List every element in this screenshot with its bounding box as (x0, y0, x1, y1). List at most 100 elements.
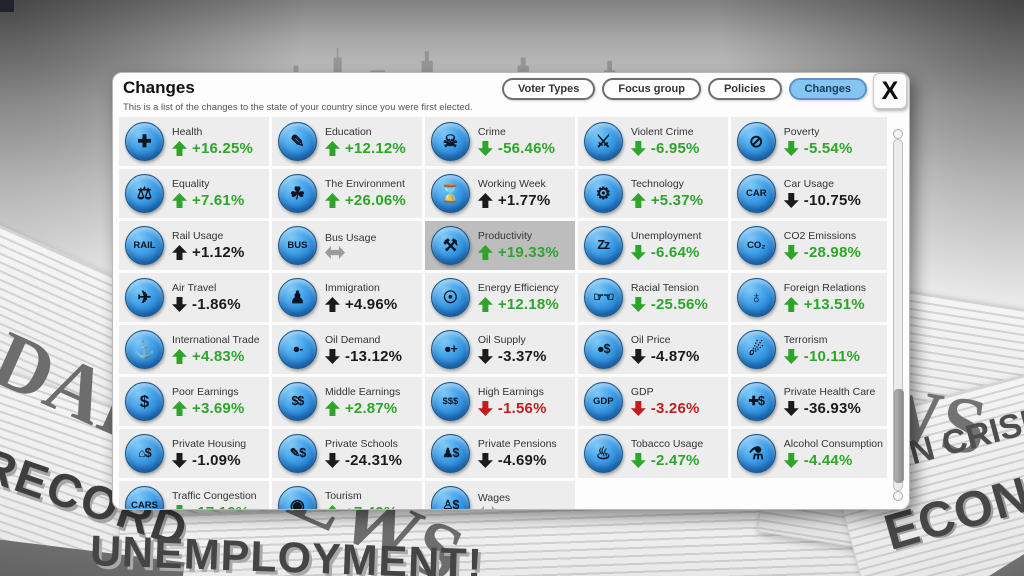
stat-label: Crime (477, 126, 506, 138)
stat-cell-international-trade[interactable]: ⚓ International Trade +4.83% (119, 325, 269, 374)
stat-value: -17.19% (192, 504, 249, 509)
stat-value: +3.69% (192, 400, 245, 417)
stat-cell-racial-tension[interactable]: ☞☜ Racial Tension -25.56% (577, 273, 728, 322)
up-arrow-icon (477, 193, 493, 208)
stat-label: The Environment (324, 178, 405, 190)
stat-cell-terrorism[interactable]: ☄ Terrorism -10.11% (730, 325, 887, 374)
stat-cell-car-usage[interactable]: CAR Car Usage -10.75% (730, 169, 887, 218)
stat-cell-immigration[interactable]: ♟ Immigration +4.96% (271, 273, 422, 322)
stat-cell-energy-efficiency[interactable]: ☉ Energy Efficiency +12.18% (424, 273, 575, 322)
stat-cell-private-housing[interactable]: ⌂$ Private Housing -1.09% (119, 429, 269, 478)
stat-cell-rail-usage[interactable]: RAIL Rail Usage +1.12% (119, 221, 269, 270)
scrollbar-top-cap[interactable] (893, 129, 903, 139)
stat-cell-bus-usage[interactable]: BUS Bus Usage (271, 221, 422, 270)
stat-label: Rail Usage (172, 230, 224, 242)
tab-voter-types[interactable]: Voter Types (502, 78, 596, 100)
stat-cell-co2-emissions[interactable]: CO₂ CO2 Emissions -28.98% (730, 221, 887, 270)
stat-cell-poverty[interactable]: ⊘ Poverty -5.54% (730, 117, 887, 166)
stat-label: Wages (477, 492, 511, 504)
stat-cell-middle-earnings[interactable]: $$ Middle Earnings +2.87% (271, 377, 422, 426)
stat-value: -28.98% (803, 244, 862, 261)
stat-value: -5.54% (803, 140, 853, 157)
tab-focus-group[interactable]: Focus group (602, 78, 701, 100)
stat-cell-tobacco-usage[interactable]: ♨ Tobacco Usage -2.47% (577, 429, 728, 478)
down-arrow-icon (630, 349, 646, 364)
stat-cell-private-schools[interactable]: ✎$ Private Schools -24.31% (271, 429, 422, 478)
stat-label: Racial Tension (630, 282, 699, 294)
stat-cell-gdp[interactable]: GDP GDP -3.26% (577, 377, 728, 426)
stat-cell-wages[interactable]: ♙$ Wages (424, 481, 575, 509)
stat-label: Education (324, 126, 372, 138)
stat-cell-crime[interactable]: ☠ Crime -56.46% (424, 117, 575, 166)
stat-value: +4.83% (192, 348, 245, 365)
stat-cell-alcohol-consumption[interactable]: ⚗ Alcohol Consumption -4.44% (730, 429, 887, 478)
stat-value: -10.75% (803, 192, 862, 209)
up-arrow-icon (630, 193, 646, 208)
stat-cell-unemployment[interactable]: Zz Unemployment -6.64% (577, 221, 728, 270)
left-right-arrow-icon (324, 246, 345, 259)
stat-cell-foreign-relations[interactable]: ♁ Foreign Relations +13.51% (730, 273, 887, 322)
page-subtitle: This is a list of the changes to the sta… (123, 102, 473, 113)
stat-cell-health[interactable]: ✚ Health +16.25% (119, 117, 269, 166)
stat-label: Oil Supply (477, 334, 526, 346)
up-arrow-icon (172, 401, 187, 416)
up-arrow-icon (172, 193, 187, 208)
stat-cell-oil-demand[interactable]: ●- Oil Demand -13.12% (271, 325, 422, 374)
down-arrow-icon (630, 297, 646, 312)
up-arrow-icon (783, 297, 799, 312)
stat-cell-oil-supply[interactable]: ●+ Oil Supply -3.37% (424, 325, 575, 374)
stat-value: -3.37% (497, 348, 547, 365)
down-arrow-icon (783, 245, 799, 260)
stat-label: Oil Price (630, 334, 671, 346)
stat-cell-private-pensions[interactable]: ♟$ Private Pensions -4.69% (424, 429, 575, 478)
stat-value: +1.12% (192, 244, 245, 261)
close-button[interactable]: X (873, 73, 907, 109)
stat-cell-violent-crime[interactable]: ⚔ Violent Crime -6.95% (577, 117, 728, 166)
scrollbar-track[interactable] (893, 139, 903, 491)
stat-cell-the-environment[interactable]: ☘ The Environment +26.06% (271, 169, 422, 218)
poor-earnings-icon: $ (125, 382, 164, 421)
stat-cell-tourism[interactable]: ◉ Tourism +7.49% (271, 481, 422, 509)
international-trade-icon: ⚓ (125, 330, 164, 369)
stat-value: -56.46% (497, 140, 556, 157)
tab-policies[interactable]: Policies (707, 78, 782, 100)
stat-value: +16.25% (192, 140, 254, 157)
unemployment-icon: Zz (583, 226, 623, 265)
stat-cell-productivity[interactable]: ⚒ Productivity +19.33% (424, 221, 575, 270)
stat-cell-traffic-congestion[interactable]: CARS Traffic Congestion -17.19% (119, 481, 269, 509)
stat-cell-high-earnings[interactable]: $$$ High Earnings -1.56% (424, 377, 575, 426)
stat-cell-oil-price[interactable]: ●$ Oil Price -4.87% (577, 325, 728, 374)
up-arrow-icon (324, 401, 340, 416)
tab-bar: Voter Types Focus group Policies Changes (502, 78, 867, 100)
stat-cell-poor-earnings[interactable]: $ Poor Earnings +3.69% (119, 377, 269, 426)
equality-icon: ⚖ (125, 174, 164, 213)
stat-value: +12.18% (497, 296, 559, 313)
stat-cell-private-health-care[interactable]: ✚$ Private Health Care -36.93% (730, 377, 887, 426)
down-arrow-icon (783, 349, 799, 364)
energy-efficiency-icon: ☉ (430, 278, 470, 317)
left-right-arrow-icon (477, 506, 498, 509)
stat-value: +2.87% (344, 400, 398, 417)
stat-cell-equality[interactable]: ⚖ Equality +7.61% (119, 169, 269, 218)
stat-cell-working-week[interactable]: ⌛ Working Week +1.77% (424, 169, 575, 218)
stat-cell-technology[interactable]: ⚙ Technology +5.37% (577, 169, 728, 218)
stat-value: +7.49% (345, 504, 398, 509)
stat-cell-education[interactable]: ✎ Education +12.12% (271, 117, 422, 166)
stat-value: +26.06% (344, 192, 406, 209)
stat-label: Middle Earnings (324, 386, 401, 398)
down-arrow-icon (172, 453, 187, 468)
stat-label: Tourism (324, 490, 362, 502)
stat-cell-air-travel[interactable]: ✈ Air Travel -1.86% (119, 273, 269, 322)
stat-label: Health (172, 126, 203, 138)
scrollbar-bottom-cap[interactable] (893, 491, 903, 501)
tobacco-usage-icon: ♨ (583, 434, 623, 473)
tab-changes[interactable]: Changes (788, 78, 867, 100)
down-arrow-icon (477, 453, 493, 468)
stat-value: -36.93% (803, 400, 862, 417)
changes-grid: ✚ Health +16.25% ✎ Education +12.12% ☠ Crime -56… (119, 117, 887, 509)
scrollbar-thumb[interactable] (894, 388, 904, 483)
stat-label: Technology (630, 178, 684, 190)
down-arrow-icon (477, 141, 493, 156)
down-arrow-icon (630, 453, 646, 468)
